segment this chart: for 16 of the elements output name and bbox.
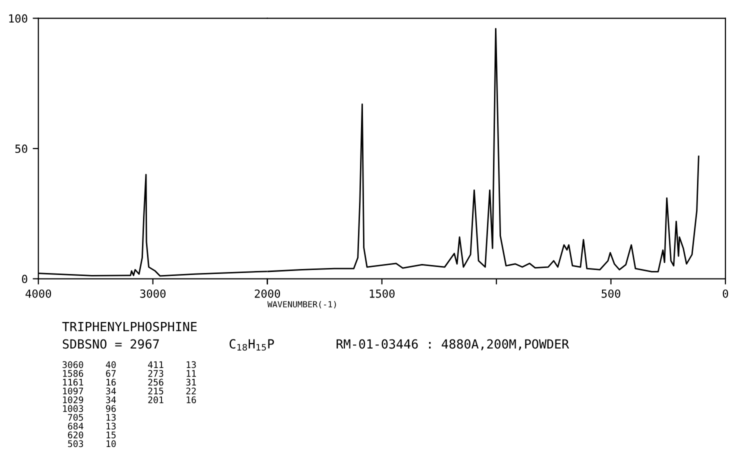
x-tick-label: 3000 (140, 289, 166, 298)
text: 411 13 273 11 256 31 215 22 201 16 (148, 361, 196, 404)
text: TRIPHENYLPHOSPHINE (62, 322, 197, 332)
text: C$_{18}$H$_{15}$P (230, 339, 274, 351)
x-tick-label: 500 (602, 289, 620, 298)
text: 3060 40 1586 67 1161 16 1097 34 1029 34 1003 96 705 13 684 13 620 15 503 10 (62, 361, 116, 448)
text: SDBSNO = 2967 (62, 339, 159, 349)
x-tick-label: 0 (722, 289, 728, 298)
x-tick-label: 1500 (370, 289, 395, 298)
x-tick-label: 2000 (254, 289, 280, 298)
x-tick-label: 4000 (26, 289, 52, 298)
x-axis-title: WAVENUMBER(-1) (267, 300, 336, 308)
y-tick-label: 100 (9, 14, 28, 23)
y-tick-label: 0 (22, 274, 28, 284)
text: RM-01-03446 : 4880A,200M,POWDER (336, 339, 570, 350)
y-tick-label: 50 (15, 144, 28, 153)
